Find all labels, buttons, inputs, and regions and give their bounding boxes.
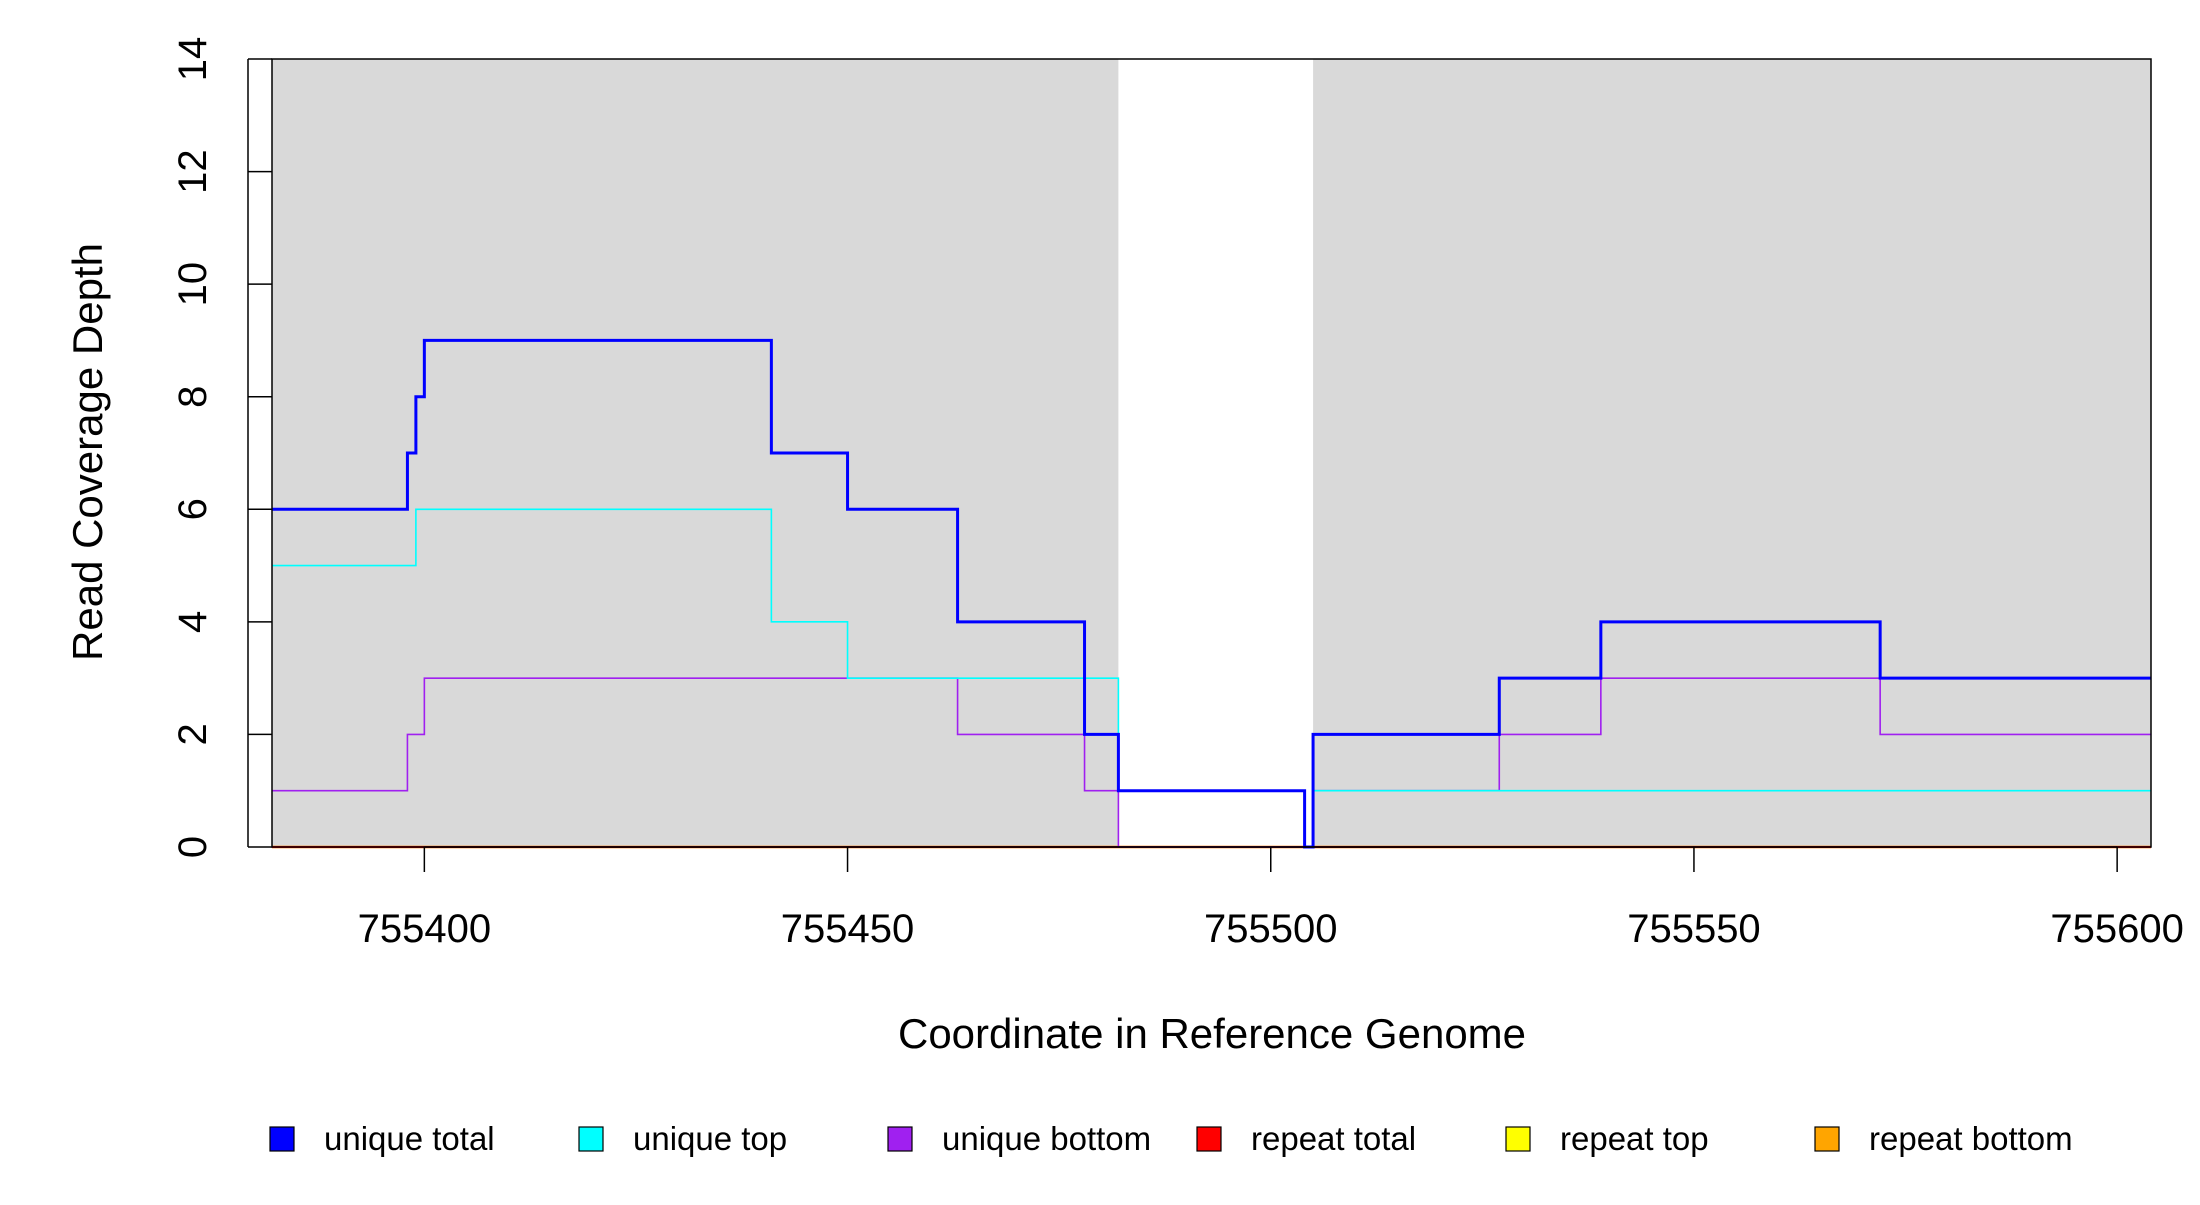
x-tick-label: 755550 [1627, 907, 1760, 951]
legend-label-repeat-bottom: repeat bottom [1869, 1120, 2073, 1157]
y-tick-label: 6 [171, 498, 215, 520]
x-tick-label: 755450 [781, 907, 914, 951]
legend-swatch-unique-bottom [888, 1127, 912, 1151]
y-tick-label: 2 [171, 723, 215, 745]
x-tick-label: 755500 [1204, 907, 1337, 951]
legend-label-repeat-total: repeat total [1251, 1120, 1416, 1157]
y-tick-label: 12 [171, 149, 215, 194]
legend-swatch-repeat-bottom [1815, 1127, 1839, 1151]
x-tick-label: 755600 [2050, 907, 2183, 951]
legend-swatch-unique-top [579, 1127, 603, 1151]
legend-label-unique-bottom: unique bottom [942, 1120, 1151, 1157]
x-tick-label: 755400 [358, 907, 491, 951]
x-axis-title: Coordinate in Reference Genome [898, 1010, 1526, 1057]
unshaded-region-0 [1118, 59, 1313, 847]
y-tick-label: 8 [171, 386, 215, 408]
y-tick-label: 0 [171, 836, 215, 858]
legend: unique total unique top unique bottom repea… [270, 1120, 2073, 1157]
y-tick-label: 10 [171, 262, 215, 307]
legend-swatch-repeat-total [1197, 1127, 1221, 1151]
y-axis-title: Read Coverage Depth [64, 243, 111, 661]
plot-background [272, 59, 2151, 847]
legend-swatch-repeat-top [1506, 1127, 1530, 1151]
legend-label-unique-top: unique top [633, 1120, 787, 1157]
y-tick-label: 4 [171, 611, 215, 633]
legend-label-repeat-top: repeat top [1560, 1120, 1709, 1157]
y-tick-label: 14 [171, 37, 215, 82]
legend-swatch-unique-total [270, 1127, 294, 1151]
legend-label-unique-total: unique total [324, 1120, 495, 1157]
